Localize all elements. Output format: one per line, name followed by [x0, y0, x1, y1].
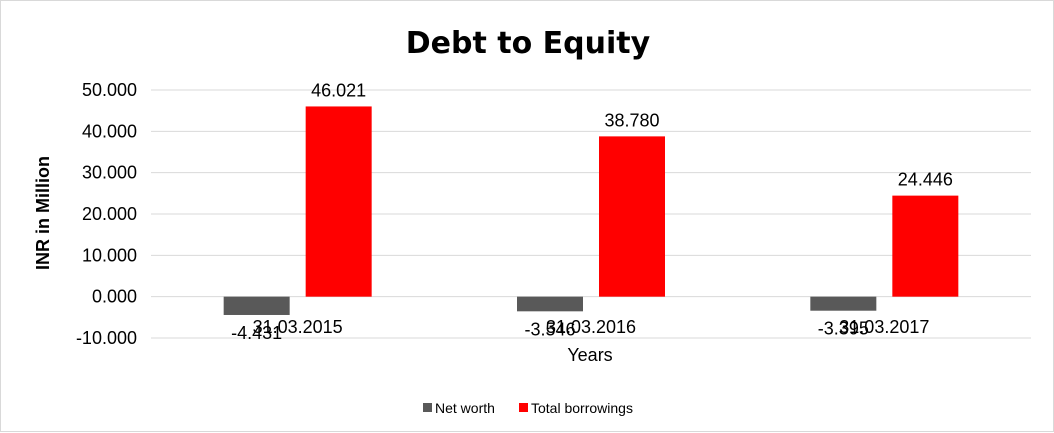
legend-label: Net worth [435, 400, 495, 416]
data-label: 38.780 [604, 110, 659, 130]
data-labels: -4.431 46.021 -3.546 38.780 -3.395 24.446 [231, 80, 953, 343]
bar [599, 136, 665, 297]
legend: Net worth Total borrowings [423, 400, 633, 416]
y-axis-label: INR in Million [33, 156, 53, 270]
bar [892, 195, 959, 297]
y-axis-ticks: 50.000 40.000 30.000 20.000 10.000 0.000 -10.0… [76, 80, 137, 348]
y-tick-label: 0.000 [92, 287, 137, 307]
y-tick-label: -10.000 [76, 328, 137, 348]
legend-swatch [423, 403, 432, 412]
data-label: 24.446 [898, 170, 953, 190]
bars [223, 106, 959, 315]
bar [517, 296, 583, 312]
x-axis-ticks: 31.03.2015 31.03.2016 31.03.2017 [253, 317, 930, 337]
y-tick-label: 40.000 [82, 121, 137, 141]
bar [810, 296, 877, 311]
x-tick-label: 31.03.2017 [839, 317, 929, 337]
y-tick-label: 30.000 [82, 163, 137, 183]
data-label: -3.395 [818, 319, 869, 339]
data-label: -3.546 [524, 319, 575, 339]
gridlines [151, 89, 1031, 339]
data-label: 46.021 [311, 80, 366, 100]
chart-title: Debt to Equity [406, 26, 651, 61]
x-tick-label: 31.03.2015 [253, 317, 343, 337]
y-tick-label: 50.000 [82, 80, 137, 100]
x-tick-label: 31.03.2016 [546, 317, 636, 337]
x-axis-label: Years [567, 345, 612, 365]
bar [305, 106, 372, 297]
y-tick-label: 10.000 [82, 245, 137, 265]
legend-swatch [519, 403, 528, 412]
y-tick-label: 20.000 [82, 204, 137, 224]
data-label: -4.431 [231, 323, 282, 343]
bar [223, 296, 290, 315]
legend-label: Total borrowings [531, 400, 633, 416]
